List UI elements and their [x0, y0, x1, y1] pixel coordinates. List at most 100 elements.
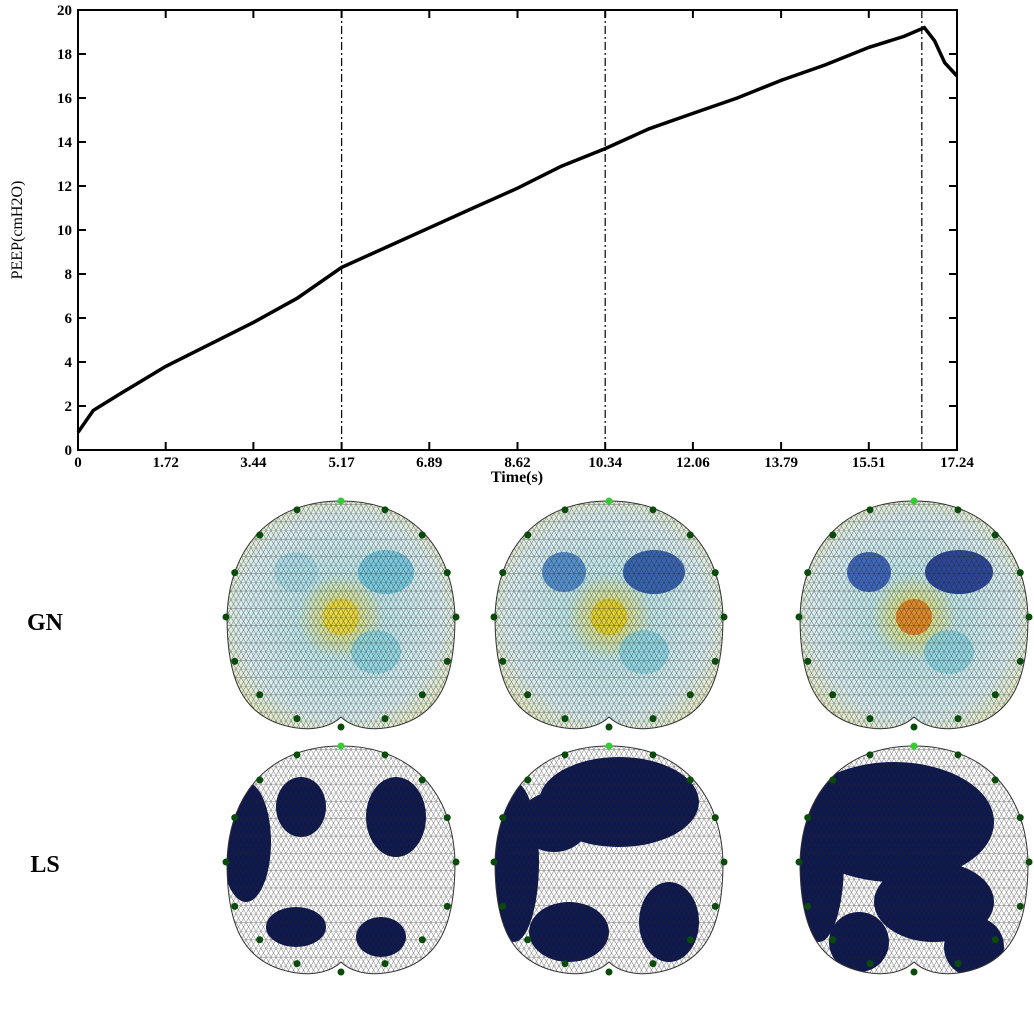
- electrode: [687, 531, 694, 538]
- y-tick-label: 6: [65, 311, 73, 327]
- x-tick-label: 8.62: [504, 455, 530, 471]
- electrode: [796, 614, 803, 621]
- electrode: [866, 715, 873, 722]
- electrode: [1017, 658, 1024, 665]
- y-tick-label: 0: [65, 443, 73, 459]
- electrode: [911, 969, 918, 976]
- electrode: [223, 614, 230, 621]
- y-tick-label: 14: [57, 135, 73, 151]
- electrode: [866, 960, 873, 967]
- electrode: [829, 691, 836, 698]
- x-tick-label: 3.44: [240, 455, 267, 471]
- electrode: [419, 531, 426, 538]
- x-tick-label: 10.34: [588, 455, 622, 471]
- electrode: [955, 960, 962, 967]
- electrode: [804, 903, 811, 910]
- electrode: [712, 903, 719, 910]
- electrode: [829, 936, 836, 943]
- eit-image: [221, 742, 461, 982]
- electrode: [712, 814, 719, 821]
- x-tick-label: 12.06: [676, 455, 710, 471]
- electrode: [650, 751, 657, 758]
- electrode: [1017, 903, 1024, 910]
- electrode: [721, 859, 728, 866]
- y-tick-label: 10: [57, 223, 72, 239]
- y-tick-label: 16: [57, 91, 73, 107]
- electrode: [256, 776, 263, 783]
- row-label: LS: [30, 852, 59, 878]
- electrode: [444, 569, 451, 576]
- electrode: [606, 743, 613, 750]
- electrode: [992, 936, 999, 943]
- x-axis-label: Time(s): [491, 469, 543, 486]
- electrode: [955, 751, 962, 758]
- electrode: [444, 903, 451, 910]
- electrode: [491, 614, 498, 621]
- electrode: [1026, 614, 1033, 621]
- electrode: [955, 715, 962, 722]
- electrode: [687, 936, 694, 943]
- electrode: [499, 903, 506, 910]
- x-tick-label: 6.89: [416, 455, 442, 471]
- electrode: [491, 859, 498, 866]
- electrode: [1026, 859, 1033, 866]
- electrode: [561, 715, 568, 722]
- electrode: [256, 936, 263, 943]
- electrode: [499, 814, 506, 821]
- electrode: [338, 498, 345, 505]
- y-tick-label: 18: [57, 47, 72, 63]
- electrode: [712, 658, 719, 665]
- electrode: [338, 969, 345, 976]
- x-tick-label: 15.51: [852, 455, 886, 471]
- electrode: [561, 960, 568, 967]
- electrode: [293, 751, 300, 758]
- electrode: [911, 743, 918, 750]
- electrode: [453, 859, 460, 866]
- electrode: [382, 960, 389, 967]
- eit-image: [221, 497, 461, 737]
- electrode: [419, 776, 426, 783]
- electrode: [382, 751, 389, 758]
- electrode: [829, 531, 836, 538]
- figure: PEEP(cmH2O) Time(s) GN LS 02468101214161…: [0, 0, 1034, 1011]
- electrode: [687, 776, 694, 783]
- electrode: [561, 506, 568, 513]
- y-axis-label: PEEP(cmH2O): [9, 181, 26, 280]
- electrode: [866, 506, 873, 513]
- electrode: [561, 751, 568, 758]
- electrode: [524, 531, 531, 538]
- y-tick-label: 20: [57, 3, 72, 19]
- x-tick-label: 0: [74, 455, 82, 471]
- electrode: [444, 814, 451, 821]
- electrode: [499, 658, 506, 665]
- y-tick-label: 12: [57, 179, 72, 195]
- electrode: [231, 903, 238, 910]
- electrode: [911, 724, 918, 731]
- x-tick-label: 5.17: [328, 455, 355, 471]
- electrode: [992, 691, 999, 698]
- x-tick-label: 17.24: [940, 455, 974, 471]
- electrode: [1017, 569, 1024, 576]
- electrode: [992, 776, 999, 783]
- electrode: [829, 776, 836, 783]
- eit-image: [794, 742, 1034, 982]
- electrode: [382, 506, 389, 513]
- electrode: [293, 960, 300, 967]
- electrode: [992, 531, 999, 538]
- x-tick-label: 13.79: [764, 455, 798, 471]
- electrode: [911, 498, 918, 505]
- electrode: [1017, 814, 1024, 821]
- electrode: [293, 715, 300, 722]
- y-tick-label: 8: [65, 267, 73, 283]
- electrode: [650, 960, 657, 967]
- data-line: [78, 28, 957, 433]
- electrode: [231, 569, 238, 576]
- electrode: [866, 751, 873, 758]
- electrode: [256, 531, 263, 538]
- electrode: [524, 776, 531, 783]
- electrode: [293, 506, 300, 513]
- electrode: [419, 691, 426, 698]
- x-tick-label: 1.72: [153, 455, 179, 471]
- electrode: [231, 658, 238, 665]
- y-tick-label: 2: [65, 399, 73, 415]
